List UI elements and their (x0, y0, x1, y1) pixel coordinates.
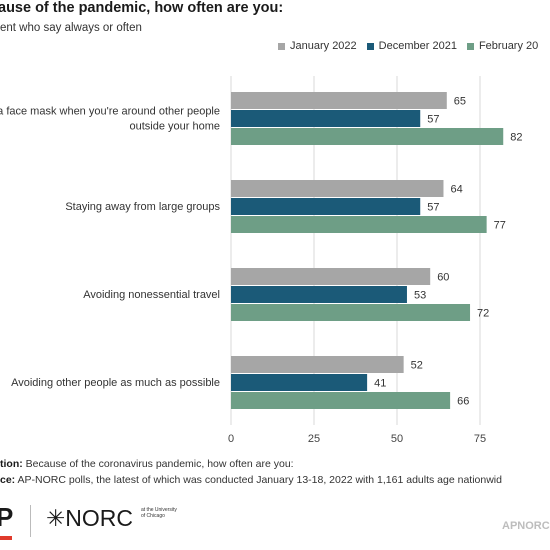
footnote-source-label: ce: (0, 474, 16, 486)
bar-0-0 (231, 92, 447, 109)
value-label-3-2: 66 (457, 396, 469, 408)
category-label-2-0: Avoiding nonessential travel (83, 289, 220, 301)
bar-1-1 (231, 198, 421, 215)
bar-0-1 (231, 110, 421, 127)
logo-divider (30, 505, 31, 537)
legend-item-december-2021: December 2021 (366, 40, 457, 52)
x-tick-label-0: 0 (228, 433, 234, 445)
bar-2-1 (231, 286, 407, 303)
footnote-question: tion: Because of the coronavirus pandemi… (0, 458, 294, 470)
legend-item-january-2022: January 2022 (278, 40, 357, 52)
bar-3-0 (231, 356, 404, 373)
footnote-question-label: tion: (0, 458, 23, 470)
value-label-2-0: 60 (437, 272, 449, 284)
value-label-0-2: 82 (510, 132, 522, 144)
legend-label-december-2021: December 2021 (378, 40, 457, 52)
value-label-2-2: 72 (477, 308, 489, 320)
x-tick-label-50: 50 (391, 433, 403, 445)
legend-item-february: February 20 (466, 40, 539, 52)
category-label-0-0: g a face mask when you're around other p… (0, 106, 220, 118)
legend-label-january-2022: January 2022 (290, 40, 357, 52)
bar-1-0 (231, 180, 444, 197)
ap-logo-bar (0, 536, 12, 540)
bar-3-1 (231, 374, 368, 391)
bar-chart: 0 25 50 75 65 57 82 g a face mask when you're a… (0, 76, 522, 445)
footnote-question-text: Because of the coronavirus pandemic, how… (25, 458, 294, 470)
norc-logo: ✳NORC (46, 505, 133, 531)
chart-subtitle: ent who say always or often (0, 22, 142, 34)
value-label-1-0: 64 (450, 184, 462, 196)
category-label-0-1: outside your home (130, 121, 221, 133)
value-label-1-1: 57 (427, 202, 439, 214)
legend-label-february: February 20 (478, 40, 539, 52)
value-label-3-1: 41 (374, 378, 386, 390)
value-label-2-1: 53 (414, 290, 426, 302)
bar-0-2 (231, 128, 504, 145)
value-label-0-0: 65 (454, 96, 466, 108)
chart-title: ause of the pandemic, how often are you: (0, 0, 284, 16)
bar-3-2 (231, 392, 451, 409)
norc-logo-subtitle: at the University of Chicago (141, 507, 177, 519)
legend-swatch-january-2022 (278, 42, 285, 50)
footnote-source-text: AP-NORC polls, the latest of which was c… (17, 474, 502, 486)
value-label-1-2: 77 (494, 220, 506, 232)
value-label-0-1: 57 (427, 114, 439, 126)
bar-2-2 (231, 304, 471, 321)
legend-swatch-december-2021 (366, 42, 374, 50)
x-tick-label-25: 25 (308, 433, 320, 445)
ap-logo: P (0, 502, 13, 532)
category-label-3-0: Avoiding other people as much as possibl… (11, 377, 220, 389)
legend-swatch-february (466, 42, 474, 50)
apnorc-watermark: APNORC (502, 520, 550, 532)
category-label-1-0: Staying away from large groups (65, 201, 220, 213)
x-tick-label-75: 75 (474, 433, 486, 445)
legend: January 2022 December 2021 February 20 (278, 40, 538, 52)
bar-1-2 (231, 216, 487, 233)
value-label-3-0: 52 (411, 360, 423, 372)
bar-2-0 (231, 268, 431, 285)
footnote-source: ce: AP-NORC polls, the latest of which w… (0, 474, 502, 486)
